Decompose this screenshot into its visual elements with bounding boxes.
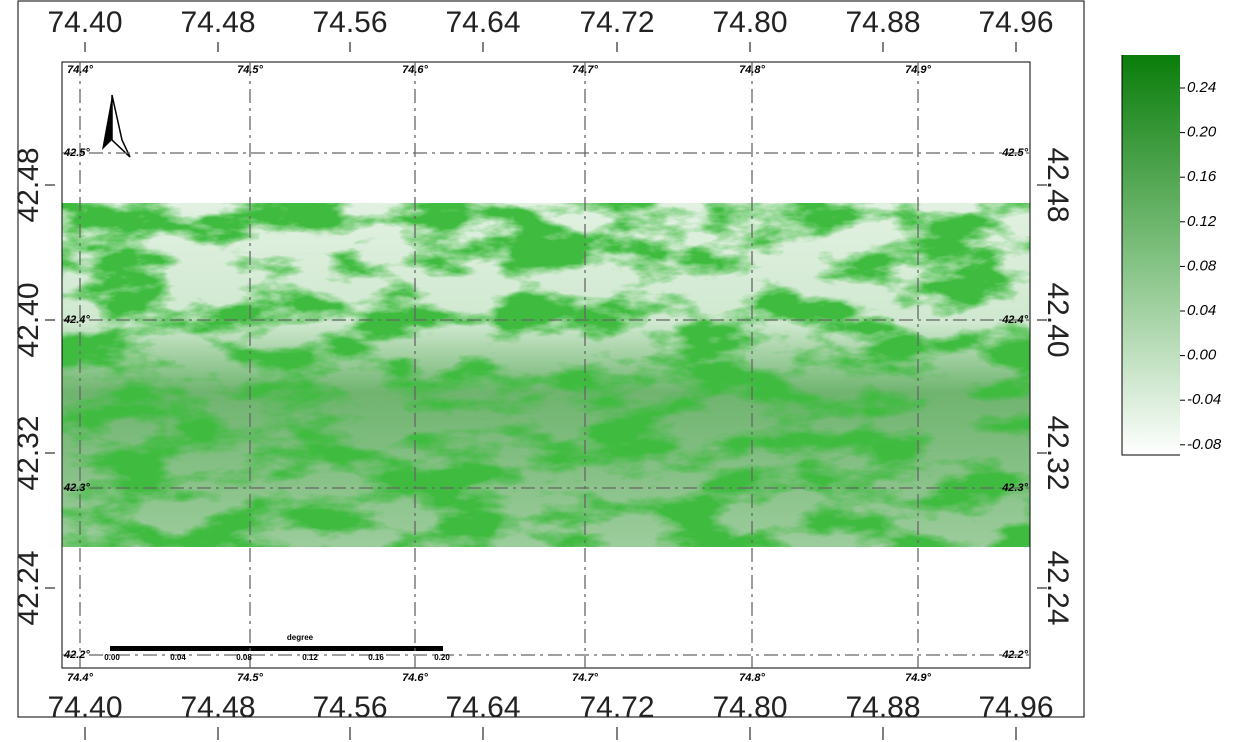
graticule-left-label: 42.5° <box>63 147 90 159</box>
graticule-top-label: 74.6° <box>402 64 428 76</box>
bottom-axis-label: 74.40 <box>47 691 122 724</box>
graticule-top-label: 74.5° <box>237 64 263 76</box>
page: 74.40 74.40 74.48 74.48 74.56 74.56 74.64 74.64… <box>0 0 1251 742</box>
graticule-top-label: 74.7° <box>572 64 598 76</box>
scale-bar-label: 0.00 <box>104 653 120 662</box>
map-figure: 74.40 74.40 74.48 74.48 74.56 74.56 74.64 74.64… <box>0 0 1251 742</box>
graticule-bottom-label: 74.8° <box>739 672 765 684</box>
graticule-bottom-label: 74.5° <box>237 672 263 684</box>
bottom-axis-label: 74.64 <box>445 691 520 724</box>
graticule-bottom-label: 74.7° <box>572 672 598 684</box>
graticule-left-label: 42.3° <box>63 482 90 494</box>
top-axis-label: 74.64 <box>445 6 520 39</box>
colorbar-label: 0.08 <box>1187 257 1217 274</box>
graticule-right-label: 42.5° <box>1001 147 1028 159</box>
top-axis-label: 74.80 <box>712 6 787 39</box>
colorbar-label: 0.12 <box>1187 213 1217 230</box>
scale-bar-label: 0.12 <box>302 653 318 662</box>
colorbar-label: -0.08 <box>1187 436 1222 453</box>
colorbar-label: 0.20 <box>1187 124 1217 141</box>
graticule-left-label: 42.4° <box>63 314 90 326</box>
top-axis-label: 74.56 <box>312 6 387 39</box>
bottom-axis-label: 74.96 <box>978 691 1053 724</box>
graticule-top-label: 74.8° <box>739 64 765 76</box>
colorbar-label: -0.04 <box>1187 391 1221 408</box>
graticule-right-label: 42.4° <box>1001 314 1028 326</box>
bottom-axis-label: 74.80 <box>712 691 787 724</box>
scale-bar-label: 0.16 <box>368 653 384 662</box>
graticule-right-label: 42.2° <box>1001 649 1028 661</box>
bottom-axis-label: 74.72 <box>579 691 654 724</box>
graticule-bottom-label: 74.4° <box>67 672 93 684</box>
graticule-top-label: 74.4° <box>67 64 93 76</box>
bottom-axis-label: 74.88 <box>845 691 920 724</box>
top-axis-label: 74.96 <box>978 6 1053 39</box>
scale-bar <box>110 646 443 651</box>
top-axis-label: 74.40 <box>47 6 122 39</box>
scale-bar-label: 0.08 <box>236 653 252 662</box>
colorbar-label: 0.00 <box>1187 347 1217 364</box>
left-axis-label: 42.48 <box>12 147 45 222</box>
left-axis-label: 42.32 <box>12 415 45 490</box>
colorbar <box>1122 55 1180 455</box>
bottom-axis-label: 74.56 <box>312 691 387 724</box>
top-axis-label: 74.88 <box>845 6 920 39</box>
scale-bar-label: 0.04 <box>170 653 186 662</box>
graticule-bottom-label: 74.6° <box>402 672 428 684</box>
colorbar-label: 0.04 <box>1187 302 1216 319</box>
colorbar-label: 0.16 <box>1187 168 1217 185</box>
left-axis-label: 42.40 <box>12 282 45 357</box>
top-axis-label: 74.48 <box>180 6 255 39</box>
left-axis-label: 42.24 <box>12 550 45 625</box>
colorbar-label: 0.24 <box>1187 79 1216 96</box>
graticule-top-label: 74.9° <box>905 64 931 76</box>
graticule-right-label: 42.3° <box>1001 482 1028 494</box>
bottom-axis-label: 74.48 <box>180 691 255 724</box>
top-axis-label: 74.72 <box>579 6 654 39</box>
scale-bar-label: 0.20 <box>434 653 450 662</box>
graticule-left-label: 42.2° <box>63 649 90 661</box>
graticule-bottom-label: 74.9° <box>905 672 931 684</box>
north-arrow <box>102 95 130 157</box>
scale-bar-title: degree <box>287 633 314 642</box>
raster-terrain <box>62 203 1030 547</box>
